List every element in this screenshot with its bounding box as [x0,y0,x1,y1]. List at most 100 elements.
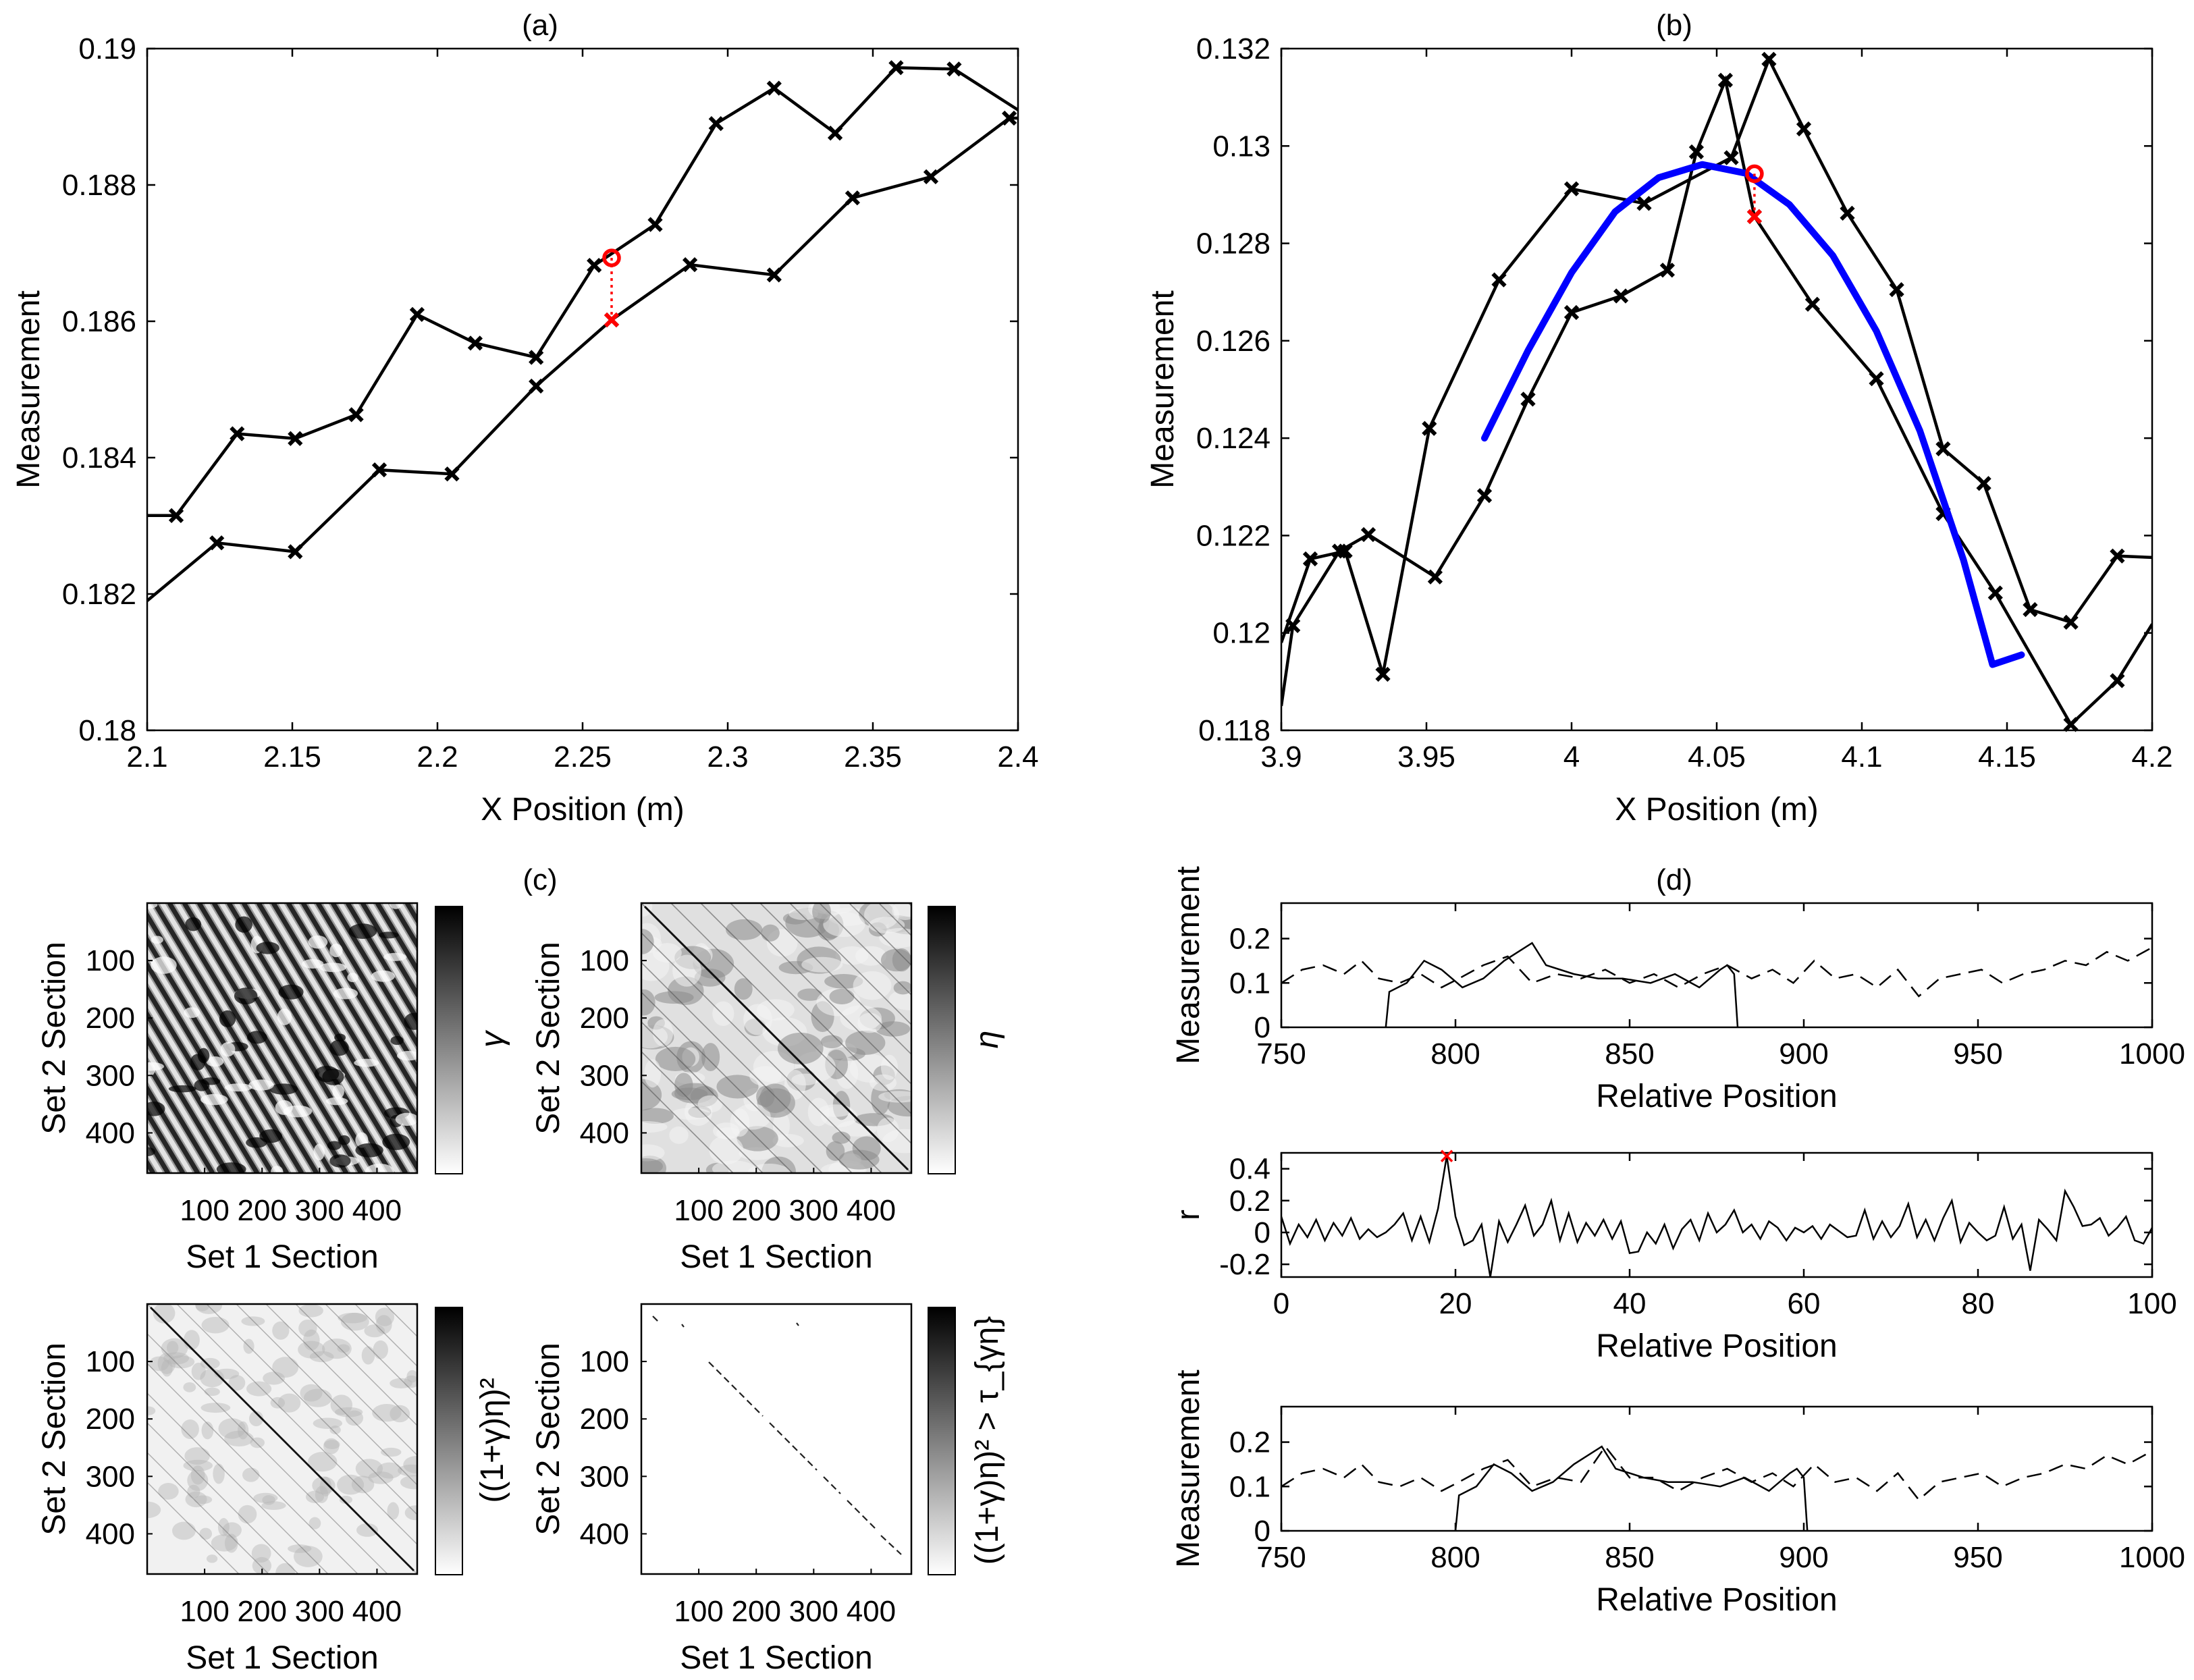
heatmap-eta-blob [749,1066,782,1087]
panel-b-ytick-label: 0.13 [1212,130,1270,163]
heatmap-eta-diag [730,903,911,1085]
heatmap-threshold-segment [681,1324,685,1328]
heatmap-product-blob [377,1462,402,1479]
panel-a-series-2-point-stroke2 [845,190,861,206]
colorbar-gamma [435,906,463,1174]
panel-a-series-1-point-stroke2 [288,431,303,446]
heatmap-product-blob [329,1425,341,1434]
heatmap-gamma-stripe [345,903,417,1024]
heatmap-threshold-segment [880,1535,902,1555]
panel-d-sub3-ytick-label: 0.2 [1229,1426,1270,1459]
panel-b-series-2-point-stroke2 [2063,717,2079,732]
panel-a-series-1-point-stroke2 [587,258,602,273]
heatmap-product-xlabel: Set 1 Section [186,1640,379,1676]
heatmap-product-blob [187,1484,200,1498]
panel-b-ytick-label: 0.128 [1196,227,1270,261]
heatmap-eta-blob [694,969,726,987]
heatmap-gamma-stripe [360,903,417,999]
heatmap-product-diag [147,1452,269,1574]
heatmap-product-blob [312,1476,336,1494]
panel-b-series-2-point [1659,263,1676,278]
heatmap-product-blob [373,1340,388,1359]
heatmap-product-blob [238,1505,257,1524]
heatmap-gamma-stripe [330,903,417,1049]
heatmap-product-blob [298,1319,317,1337]
heatmap-product-diag [236,1304,417,1486]
heatmap-gamma-xtick-label: 300 [295,1194,344,1227]
heatmap-product-blob [201,1421,214,1440]
heatmap-gamma-stripe [147,997,252,1173]
heatmap-product-blob [364,1324,385,1338]
panel-b-series-1-point-stroke2 [1302,551,1318,567]
panel-a-series-1-point [288,431,303,446]
panel-a-series-1-point [888,60,904,76]
panel-d-sub1-xtick-label: 850 [1605,1037,1654,1071]
panel-d-sub3-xtick-label: 900 [1779,1541,1828,1574]
panel-b-ytick-label: 0.132 [1196,32,1270,65]
heatmap-gamma-stripe [278,903,417,1135]
heatmap-threshold-ylabel: Set 2 Section [531,1343,566,1536]
panel-a-xtick-label: 2.25 [554,740,612,774]
heatmap-product-blob [315,1486,329,1504]
panel-a-series-1-point-stroke2 [888,60,904,76]
colorbar-eta [928,906,956,1174]
heatmap-eta-xtick-label: 300 [789,1194,838,1227]
heatmap-product-blob [351,1475,375,1494]
heatmap-gamma-ylabel: Set 2 Section [36,942,72,1135]
panel-b-series-2-point [1869,371,1884,387]
panel-b-series-2-point-stroke2 [1285,618,1301,634]
heatmap-eta-blob [655,1046,696,1072]
panel-b-ytick-label: 0.118 [1198,714,1270,747]
panel-a-series-1-point [348,407,364,423]
heatmap-gamma-blob [332,1084,344,1099]
heatmap-product-blob [334,1407,363,1417]
panel-b-title: (b) [1656,9,1692,42]
panel-b-series-1-point-stroke2 [1563,181,1580,196]
heatmap-product-xtick-label: 300 [295,1595,344,1628]
panel-a-series-1-point-stroke2 [529,350,544,365]
heatmap-gamma-blob [404,1012,417,1030]
heatmap-product-blob [195,1304,223,1314]
panel-a-series-2-point [923,169,939,185]
heatmap-gamma-blob [371,970,396,982]
heatmap-product-blob [200,1368,224,1388]
heatmap-eta-xtick-label: 400 [847,1194,896,1227]
heatmap-product-blob [300,1384,323,1402]
heatmap-eta-diag [759,903,911,1056]
heatmap-gamma-stripe [271,903,417,1147]
heatmap-eta-blob [641,1121,668,1133]
panel-a-series-1-point-stroke2 [467,335,483,351]
panel-d-sub3-xtick-label: 750 [1256,1541,1306,1574]
heatmap-eta-blob [654,991,694,1004]
heatmap-gamma-blob [314,1066,340,1083]
panel-a-series-1-point-stroke2 [348,407,364,423]
panel-b-series-2-point-stroke2 [1613,288,1629,304]
panel-d-title: (d) [1656,863,1692,896]
panel-d-sub3-ylabel: Measurement [1171,1370,1206,1567]
heatmap-gamma-stripe [147,1121,178,1173]
panel-a-series-1-point-stroke2 [647,217,663,232]
heatmap-gamma-ytick-label: 300 [86,1059,135,1092]
heatmap-gamma-blob [190,1054,206,1071]
panel-a-series-1-point [766,80,782,96]
heatmap-eta-blob [672,954,701,987]
heatmap-eta-blob [641,1144,665,1162]
heatmap-gamma-stripe [382,903,417,962]
panel-b-series-2-point [2063,717,2079,732]
heatmap-product-blob [375,1307,395,1326]
heatmap-eta-blob [823,912,865,938]
heatmap-product-blob [161,1359,173,1377]
heatmap-gamma-stripe [0,903,42,1173]
heatmap-gamma: γ [0,902,510,1174]
heatmap-gamma-blob [365,1163,394,1173]
heatmap-product-blob [185,1491,207,1508]
panel-d-sub1-ytick-label: 0.2 [1229,923,1270,956]
heatmap-gamma-blob [382,1133,410,1150]
heatmap-gamma-blob [200,1093,228,1106]
panel-b-series-2-point [1476,488,1493,504]
panel-d-sub3-xtick-label: 850 [1605,1541,1654,1574]
heatmap-gamma-stripe [219,903,386,1173]
heatmap-threshold-xtick-label: 200 [732,1595,781,1628]
heatmap-eta-blob [697,1095,723,1113]
